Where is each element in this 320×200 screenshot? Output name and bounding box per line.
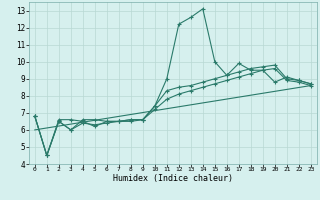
X-axis label: Humidex (Indice chaleur): Humidex (Indice chaleur) xyxy=(113,174,233,183)
